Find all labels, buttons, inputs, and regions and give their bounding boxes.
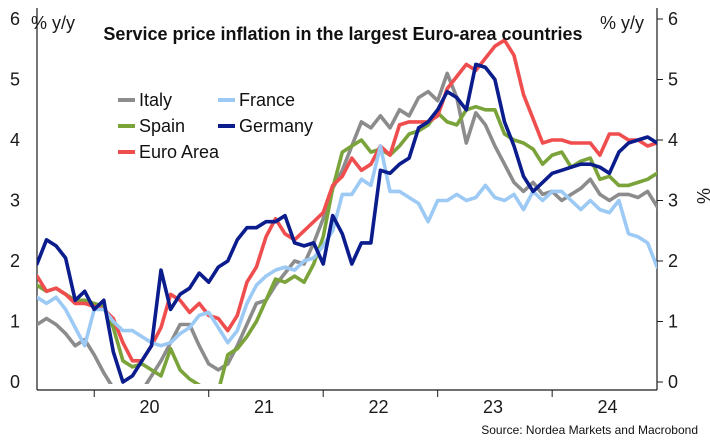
legend-label-euro-area: Euro Area <box>139 142 220 162</box>
series-line-germany <box>37 62 657 384</box>
y-tick-label-right: 3 <box>668 191 678 211</box>
y-tick-label-left: 0 <box>10 372 20 392</box>
chart-title: Service price inflation in the largest E… <box>103 24 582 44</box>
y-tick-label-right: 4 <box>668 130 678 150</box>
y-tick-label-right: 1 <box>668 312 678 332</box>
y-tick-label-right: 5 <box>668 70 678 90</box>
legend-label-spain: Spain <box>139 116 185 136</box>
series-lines <box>37 38 657 384</box>
y-tick-label-right: 2 <box>668 251 678 271</box>
y-tick-label-right: 6 <box>668 9 678 29</box>
source-note: Source: Nordea Markets and Macrobond <box>481 423 698 437</box>
y-tick-label-left: 1 <box>10 312 20 332</box>
series-line-france <box>37 144 657 348</box>
x-tick-label: 24 <box>597 397 617 417</box>
legend: Italy France Spain Germany Euro Area <box>118 90 313 162</box>
x-tick-label: 21 <box>254 397 274 417</box>
y-tick-label-left: 5 <box>10 70 20 90</box>
x-tick-label: 22 <box>369 397 389 417</box>
y-tick-label-right: 0 <box>668 372 678 392</box>
y-tick-label-left: 3 <box>10 191 20 211</box>
left-axis-label: % y/y <box>31 13 75 33</box>
legend-label-italy: Italy <box>139 90 172 110</box>
right-axis-label: % y/y <box>600 13 644 33</box>
legend-label-germany: Germany <box>239 116 313 136</box>
right-axis-side-label: % <box>693 188 710 204</box>
x-tick-label: 23 <box>483 397 503 417</box>
legend-label-france: France <box>239 90 295 110</box>
series-line-italy <box>37 71 657 384</box>
x-tick-label: 20 <box>140 397 160 417</box>
y-tick-label-left: 2 <box>10 251 20 271</box>
y-tick-label-left: 6 <box>10 9 20 29</box>
axes: 0 01 12 23 34 45 56 620 21 22 23 24 <box>10 8 678 417</box>
y-tick-label-left: 4 <box>10 130 20 150</box>
